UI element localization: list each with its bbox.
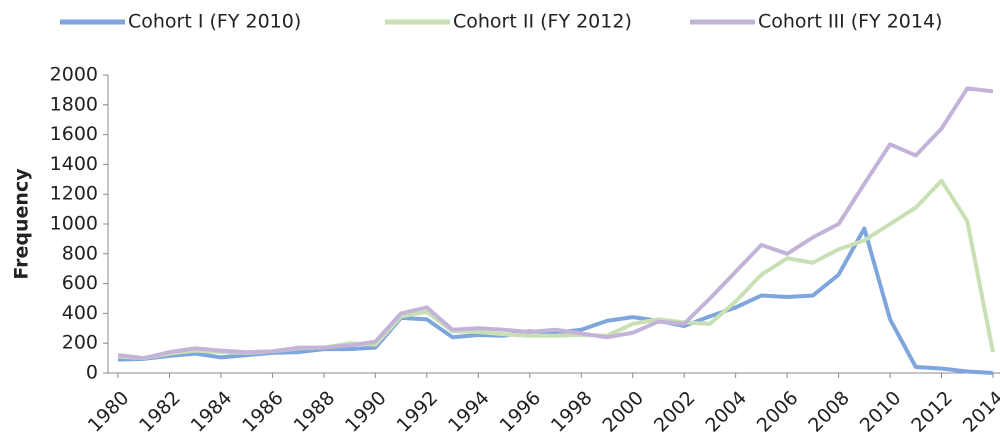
x-tick-label: 2002	[650, 387, 700, 437]
y-tick-label: 200	[62, 332, 98, 354]
x-tick-label: 1980	[84, 387, 134, 437]
x-tick-label: 1992	[392, 387, 442, 437]
x-tick-label: 1984	[187, 387, 237, 437]
x-tick-label: 1982	[135, 387, 185, 437]
y-tick-label: 800	[62, 242, 98, 264]
x-tick-label: 1996	[495, 387, 545, 437]
x-tick-label: 2014	[959, 387, 1000, 437]
y-tick-label: 1600	[50, 123, 98, 145]
y-tick-label: 0	[86, 362, 98, 384]
y-axis-label: Frequency	[11, 168, 33, 280]
x-tick-label: 2010	[856, 387, 906, 437]
y-tick-label: 1000	[50, 213, 98, 235]
x-tick-label: 1986	[238, 387, 288, 437]
legend-label: Cohort III (FY 2014)	[758, 11, 942, 33]
y-tick-label: 1800	[50, 93, 98, 115]
legend-label: Cohort I (FY 2010)	[128, 11, 301, 33]
x-tick-label: 1998	[547, 387, 597, 437]
x-tick-label: 2008	[804, 387, 854, 437]
y-tick-label: 600	[62, 272, 98, 294]
x-tick-label: 2012	[907, 387, 957, 437]
y-tick-label: 2000	[50, 64, 98, 86]
series-line	[117, 86, 994, 361]
y-tick-label: 1200	[50, 183, 98, 205]
x-tick-label: 1994	[444, 387, 494, 437]
x-tick-label: 2006	[753, 387, 803, 437]
x-tick-label: 1990	[341, 387, 391, 437]
y-tick-label: 400	[62, 302, 98, 324]
x-tick-label: 2004	[701, 387, 751, 437]
x-tick-label: 2000	[598, 387, 648, 437]
y-tick-label: 1400	[50, 153, 98, 175]
x-tick-label: 1988	[290, 387, 340, 437]
legend-label: Cohort II (FY 2012)	[453, 11, 632, 33]
